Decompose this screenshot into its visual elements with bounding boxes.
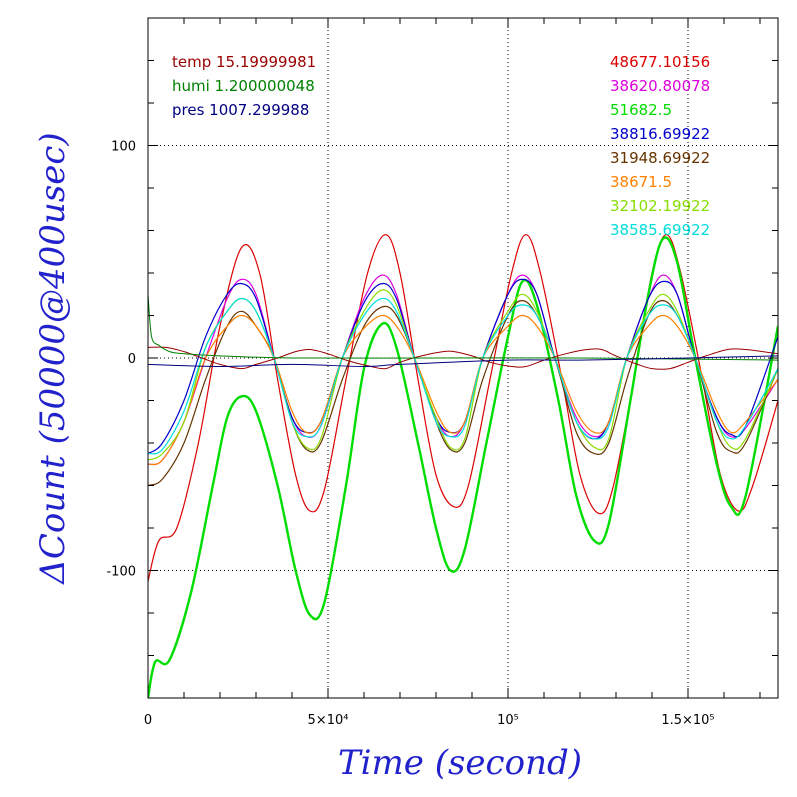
series-legend-entry: 38620.80078 — [610, 77, 710, 95]
series-line-2 — [148, 274, 778, 466]
y-tick-label: -100 — [106, 565, 136, 580]
series-legend-entry: 31948.69922 — [610, 149, 710, 167]
x-tick-label: 5×10⁴ — [308, 713, 349, 728]
y-tick-label: 0 — [128, 352, 136, 367]
series-line-1 — [148, 234, 778, 582]
legend: temp 15.19999981 humi 1.200000048 pres 100… — [172, 53, 710, 239]
x-tick-label: 10⁵ — [497, 713, 519, 728]
series-line-8 — [148, 297, 778, 455]
series-line-6 — [148, 314, 778, 466]
series-line-11 — [148, 355, 778, 368]
y-axis-title: ΔCount (50000@400usec) — [33, 132, 73, 585]
series-legend-entry: 38816.69922 — [610, 125, 710, 143]
series-legend-entry: 32102.19922 — [610, 197, 710, 215]
series-legend-entry: 38585.69922 — [610, 221, 710, 239]
series-layer — [148, 234, 778, 698]
x-tick-label: 0 — [144, 713, 152, 728]
axis-ticks — [147, 17, 778, 699]
x-tick-label: 1.5×10⁵ — [661, 713, 714, 728]
series-legend-entry: 48677.10156 — [610, 53, 710, 71]
env-legend-entry: temp 15.19999981 — [172, 53, 316, 71]
env-legend-entry: pres 1007.299988 — [172, 101, 309, 119]
y-tick-label: 100 — [111, 140, 136, 155]
series-legend-entry: 38671.5 — [610, 173, 672, 191]
series-legend-entry: 51682.5 — [610, 101, 672, 119]
series-line-10 — [148, 294, 778, 361]
tick-labels: 0 5×10⁴ 10⁵ 1.5×10⁵ -100 0 100 — [106, 140, 714, 729]
series-line-3 — [148, 236, 778, 698]
env-legend-entry: humi 1.200000048 — [172, 77, 315, 95]
x-axis-title: Time (second) — [338, 743, 582, 783]
